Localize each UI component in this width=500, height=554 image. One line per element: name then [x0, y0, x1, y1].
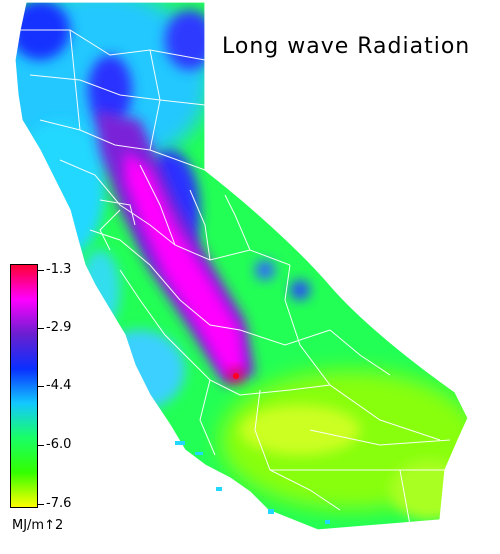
- legend-tick: [38, 270, 44, 271]
- map-title: Long wave Radiation: [222, 34, 471, 59]
- legend-tick: [38, 504, 44, 505]
- legend-label: -2.9: [46, 320, 72, 335]
- legend-label-min: -7.6: [46, 496, 72, 511]
- legend-tick: [38, 386, 44, 387]
- legend-unit: MJ/m↑2: [12, 518, 64, 533]
- color-scale-legend: [10, 264, 38, 508]
- legend-label: -6.0: [46, 437, 72, 452]
- legend-tick: [38, 445, 44, 446]
- legend-label-max: -1.3: [46, 262, 72, 277]
- legend-label: -4.4: [46, 378, 72, 393]
- county-boundaries: [20, 29, 451, 526]
- legend-tick: [38, 328, 44, 329]
- channel-islands: [175, 441, 330, 524]
